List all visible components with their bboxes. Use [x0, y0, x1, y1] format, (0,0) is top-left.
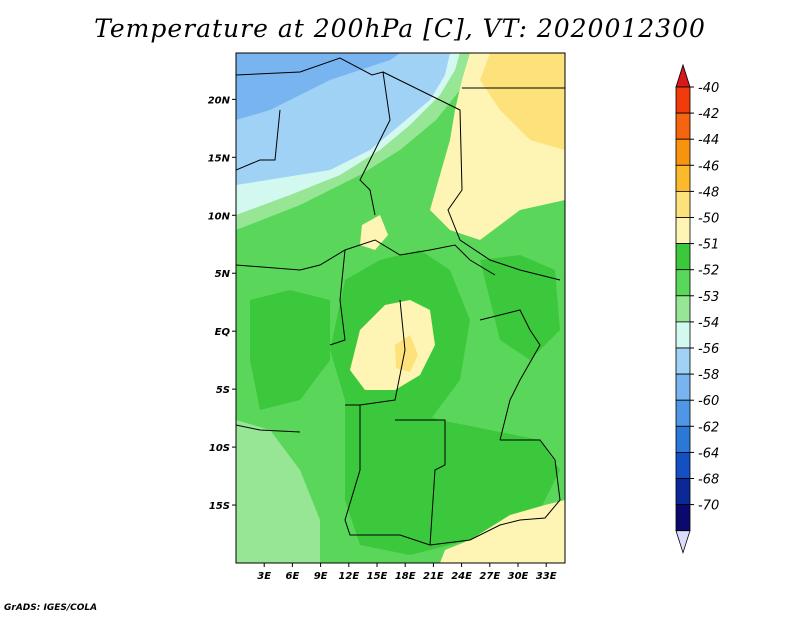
colorbar-label: -68 [698, 473, 719, 488]
y-axis: 20N 15N 10N 5N EQ 5S 10S 15S [208, 95, 236, 512]
region-yellow-central [350, 300, 435, 390]
x-tick-label: 9E [314, 571, 328, 582]
region-dark-green-west [250, 290, 330, 410]
y-tick-label: 10S [209, 443, 230, 454]
chart-title: Temperature at 200hPa [C], VT: 202001230… [94, 14, 706, 43]
map-frame [235, 52, 566, 564]
colorbar-label: -53 [698, 290, 719, 305]
colorbar-label: -60 [698, 394, 719, 409]
region-yellow-southeast [440, 500, 565, 563]
colorbar-swatch [675, 217, 691, 245]
x-tick-label: 3E [257, 571, 271, 582]
y-tick-label: 5N [215, 269, 231, 280]
x-tick-label: 6E [286, 571, 300, 582]
colorbar-label: -52 [698, 264, 719, 279]
y-tick-label: EQ [215, 327, 231, 338]
colorbar-swatch [675, 190, 691, 218]
country-borders [236, 57, 565, 546]
colorbar-label: -50 [698, 212, 719, 227]
x-tick-label: 12E [338, 571, 359, 582]
colorbar-swatch [675, 373, 691, 401]
colorbar-swatch [675, 164, 691, 192]
colorbar-swatch [675, 243, 691, 271]
y-tick-label: 20N [208, 95, 231, 106]
colorbar-label: -48 [698, 185, 719, 200]
colorbar-label: -56 [698, 342, 719, 357]
map-plot-area [236, 53, 565, 563]
region-light-green-southwest [236, 420, 320, 563]
colorbar-label: -62 [698, 420, 719, 435]
footer-credit: GrADS: IGES/COLA [4, 603, 98, 613]
colorbar-swatch [675, 86, 691, 114]
x-axis: 3E 6E 9E 12E 15E 18E 21E 24E 27E 30E 33E [257, 563, 557, 582]
colorbar-label: -51 [698, 238, 719, 253]
region-warm-northeast [480, 53, 565, 150]
x-tick-label: 18E [395, 571, 416, 582]
colorbar-swatch [675, 321, 691, 349]
colorbar-swatch [675, 269, 691, 297]
colorbar-label: -64 [698, 446, 719, 461]
colorbar-label: -40 [698, 81, 719, 96]
colorbar-swatch [675, 112, 691, 140]
x-tick-label: 30E [508, 571, 529, 582]
colorbar-swatch [675, 451, 691, 479]
region-dark-green-east [480, 255, 560, 360]
region-warm-central [395, 335, 418, 372]
colorbar: -40 -42 -44 -46 -48 -50 -51 -52 -53 -54 -56 -58 -60 -… [675, 63, 719, 555]
x-tick-label: 21E [423, 571, 444, 582]
colorbar-label: -70 [698, 499, 719, 514]
colorbar-label: -58 [698, 368, 719, 383]
colorbar-swatch [675, 138, 691, 166]
colorbar-bottom-arrow [675, 530, 691, 555]
y-tick-label: 15S [209, 501, 230, 512]
colorbar-label: -46 [698, 159, 719, 174]
colorbar-swatch [675, 347, 691, 375]
y-tick-label: 10N [208, 211, 231, 222]
colorbar-swatch [675, 295, 691, 323]
x-tick-label: 24E [451, 571, 472, 582]
colorbar-swatch [675, 504, 691, 532]
colorbar-swatch [675, 425, 691, 453]
colorbar-swatch [675, 399, 691, 427]
region-yellow-spot-west [360, 215, 388, 250]
y-tick-label: 15N [208, 153, 231, 164]
y-tick-label: 5S [216, 385, 230, 396]
colorbar-label: -42 [698, 107, 719, 122]
region-58 [236, 53, 400, 120]
x-tick-label: 33E [536, 571, 557, 582]
colorbar-label: -44 [698, 133, 719, 148]
colorbar-top-arrow [675, 63, 691, 88]
colorbar-swatch [675, 478, 691, 506]
colorbar-label: -54 [698, 316, 719, 331]
x-tick-label: 27E [479, 571, 500, 582]
x-tick-label: 15E [367, 571, 388, 582]
